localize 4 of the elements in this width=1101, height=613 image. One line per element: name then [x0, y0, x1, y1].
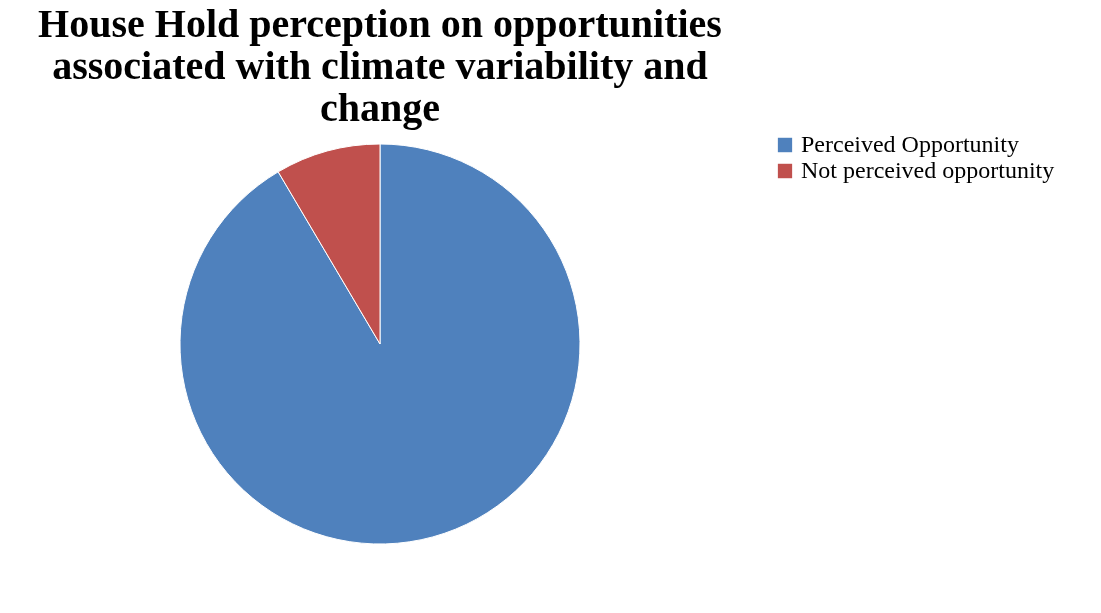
legend-label: Perceived Opportunity: [801, 131, 1019, 157]
legend-label: Not perceived opportunity: [801, 157, 1055, 183]
pie-slice: [179, 143, 581, 545]
chart-title: House Hold perception on opportunities associated with climate variability and change: [38, 1, 722, 130]
